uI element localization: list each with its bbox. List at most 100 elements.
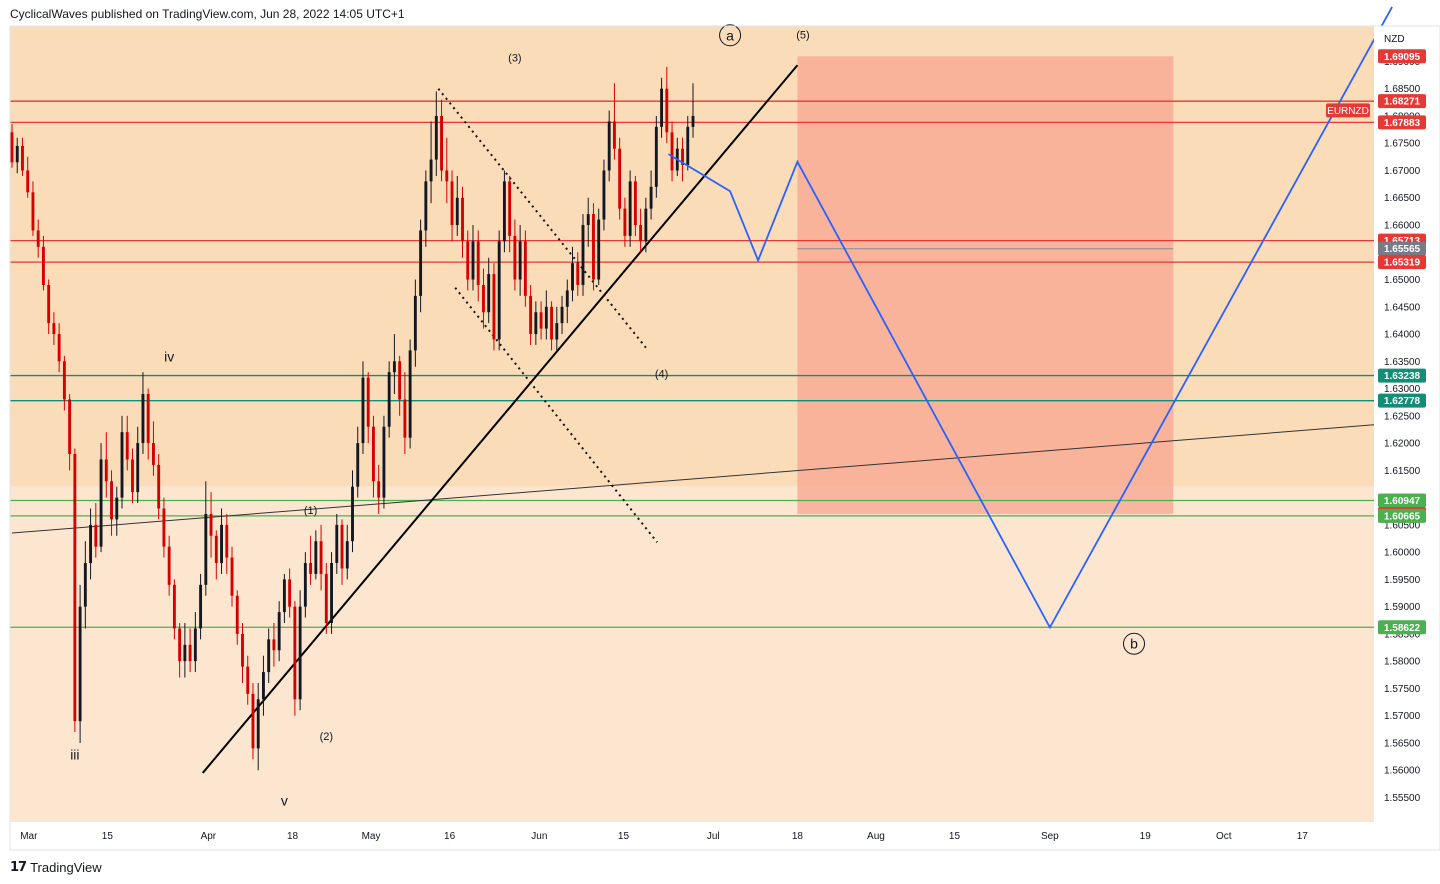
candle [335, 513, 339, 574]
candle [372, 415, 375, 498]
candle [330, 552, 333, 634]
candle-body [649, 186, 653, 209]
candle-body [513, 235, 517, 280]
candle-body [167, 546, 171, 585]
candle [99, 443, 103, 553]
candle [518, 225, 522, 296]
candle-body [309, 563, 313, 574]
x-tick-label: 15 [102, 831, 114, 842]
candle [403, 372, 407, 454]
candle-body [204, 513, 208, 585]
candle-body [576, 263, 580, 285]
x-tick-label: 15 [618, 831, 630, 842]
candle [68, 394, 72, 471]
candle [413, 279, 417, 367]
wave-label: iv [164, 348, 174, 364]
price-badge [1378, 241, 1426, 256]
candle [523, 230, 527, 307]
candle-body [262, 672, 265, 700]
candle-body [162, 508, 166, 547]
candle-body [73, 453, 77, 722]
candle-body [15, 145, 19, 163]
candle-body [89, 524, 93, 564]
candle-body [57, 334, 61, 362]
candle [214, 530, 218, 580]
chart-frame [9, 25, 1440, 851]
x-tick-label: Sep [1041, 831, 1059, 842]
price-badge [1378, 620, 1426, 635]
candle-body [361, 377, 365, 444]
wave-label: (4) [655, 369, 668, 381]
candle [345, 524, 349, 580]
candle-body [26, 170, 30, 193]
candle [209, 492, 213, 558]
candle [691, 83, 695, 138]
candle [586, 197, 590, 247]
candle [534, 301, 538, 345]
candle-body [602, 170, 606, 220]
candle-body [539, 312, 543, 329]
symbol-badge [1326, 103, 1370, 118]
candle [445, 137, 449, 204]
candle-body [372, 426, 375, 482]
candle-body [83, 563, 87, 607]
candle [565, 279, 569, 324]
candle-body [47, 284, 51, 324]
x-tick-label: 15 [949, 831, 961, 842]
candle [31, 181, 35, 236]
candle-body [241, 633, 244, 667]
candle [15, 137, 19, 174]
candle-body [183, 644, 187, 662]
candle-body [235, 595, 239, 634]
candle-body [267, 639, 271, 673]
candle [204, 481, 208, 596]
candle-body [230, 557, 234, 596]
price-badge-label: 1.68271 [1384, 97, 1421, 108]
candle [660, 77, 664, 138]
price-badge-label: 1.58622 [1384, 623, 1421, 634]
candle [167, 535, 171, 596]
candle [115, 486, 119, 536]
candle-body [560, 306, 564, 324]
wave-label: (2) [320, 731, 333, 743]
candle [429, 121, 433, 204]
candle [455, 175, 459, 236]
x-tick-label: 17 [1297, 831, 1309, 842]
candle [57, 323, 61, 373]
y-tick-label: 1.68500 [1384, 84, 1421, 95]
candle [571, 246, 574, 302]
price-badge-label: 1.65713 [1384, 236, 1421, 247]
x-tick-label: 16 [444, 831, 456, 842]
wave-label: (5) [796, 30, 809, 42]
candle-body [686, 126, 690, 166]
candle [424, 170, 428, 247]
candle [466, 230, 470, 291]
y-tick-label: 1.60500 [1384, 520, 1421, 531]
candle-body [565, 290, 569, 307]
candle-body [282, 579, 286, 613]
candle [136, 426, 140, 504]
rising-support-line [201, 64, 799, 774]
candle-body [408, 350, 412, 438]
candle [104, 432, 108, 498]
candle [10, 124, 14, 168]
candle-body [41, 246, 45, 285]
wave-circle-label-ring [719, 24, 742, 47]
candle-body [581, 225, 585, 285]
candle [351, 470, 354, 553]
candle [172, 579, 176, 640]
candle-body [523, 241, 527, 296]
candle-body [623, 208, 627, 236]
price-badge-label: 1.65565 [1384, 244, 1421, 255]
candle [377, 464, 381, 514]
candle [502, 170, 506, 253]
candle-body [691, 115, 695, 127]
candle-body [440, 115, 443, 171]
candle [440, 99, 443, 182]
y-tick-label: 1.67000 [1384, 166, 1421, 177]
candle [193, 612, 197, 673]
candle-body [246, 666, 250, 694]
candle-body [356, 443, 360, 487]
y-tick-label: 1.58000 [1384, 657, 1421, 668]
